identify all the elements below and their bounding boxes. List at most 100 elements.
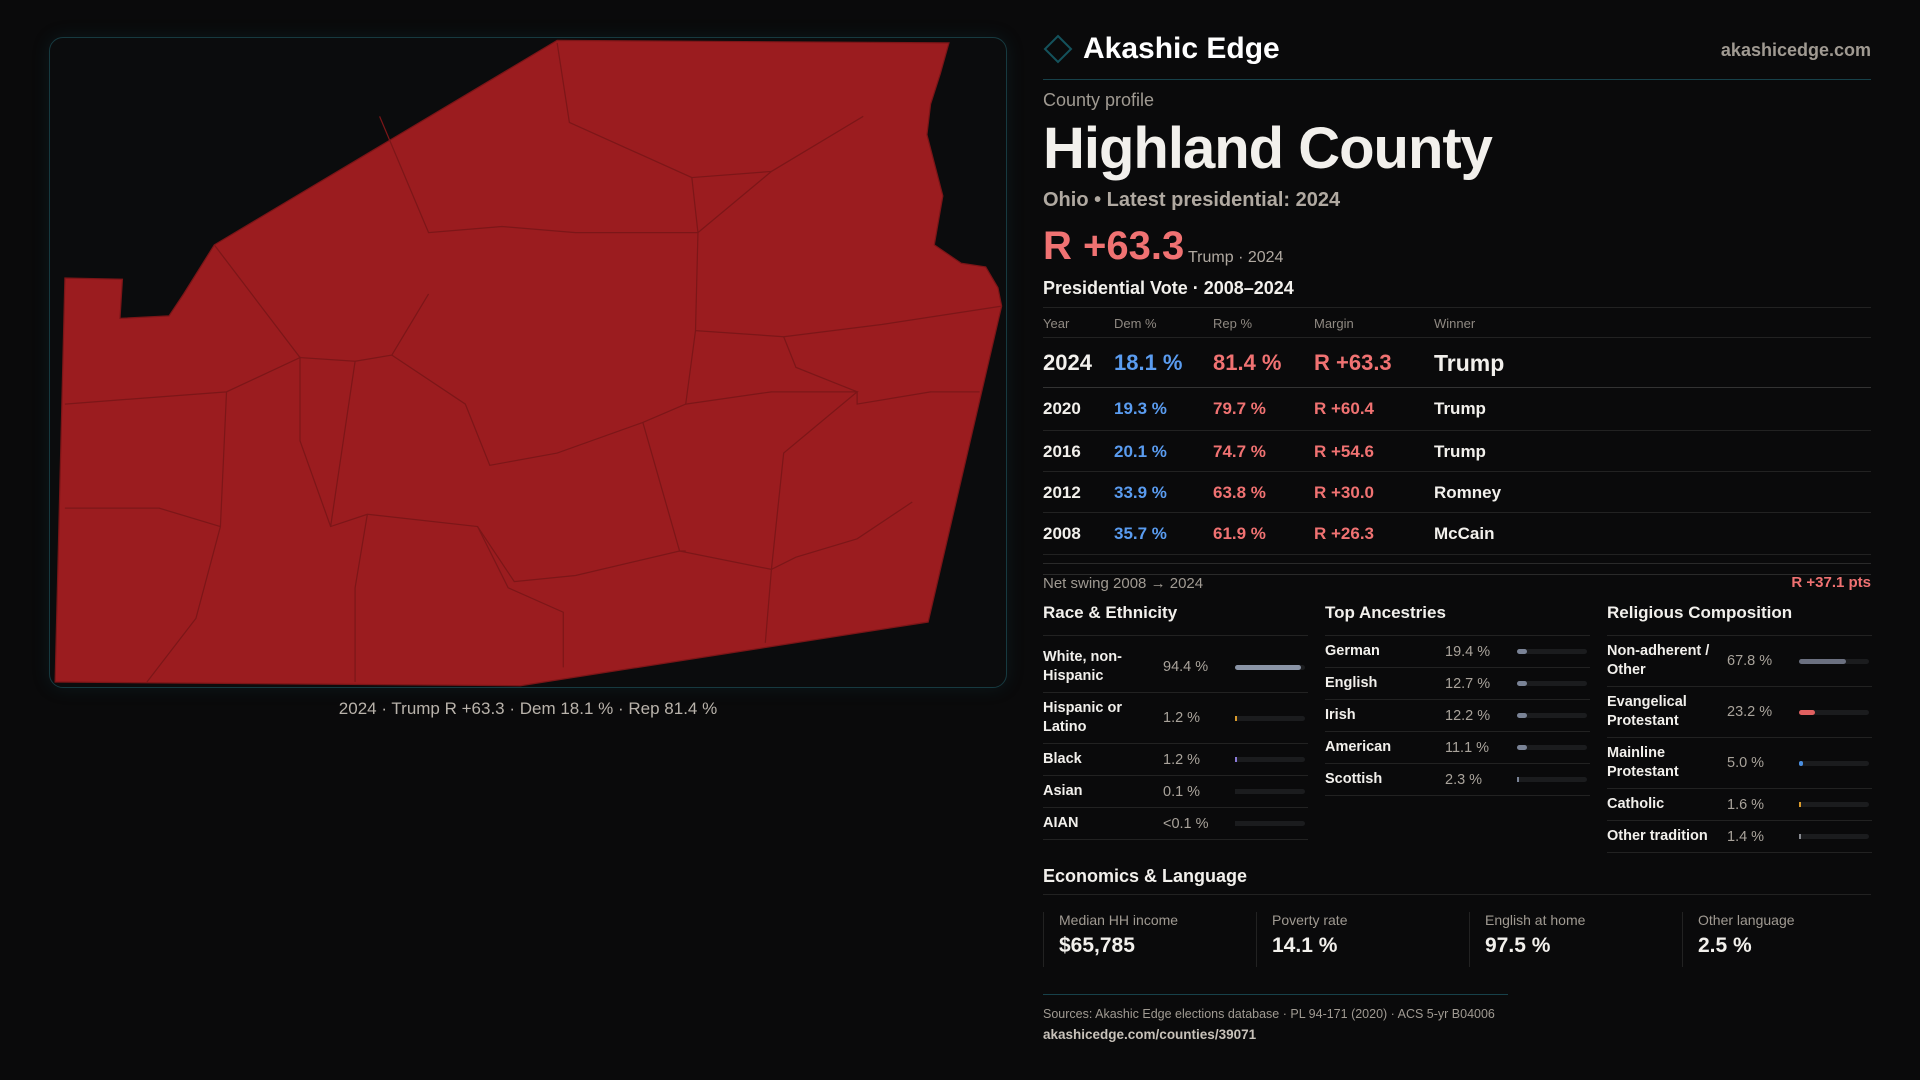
column-header: Dem % xyxy=(1114,316,1157,331)
stat-value: 23.2 % xyxy=(1727,704,1773,720)
year-cell: 2016 xyxy=(1043,442,1081,461)
stat-value: 19.4 % xyxy=(1445,643,1491,660)
margin-cell: R +63.3 xyxy=(1314,350,1392,375)
stat-bar xyxy=(1235,757,1305,762)
stat-bar-fill xyxy=(1517,745,1527,750)
table-row: 2024 18.1 % 81.4 % R +63.3 Trump xyxy=(1043,337,1871,387)
map-caption: 2024 · Trump R +63.3 · Dem 18.1 % · Rep … xyxy=(338,699,718,718)
presidential-vote-table: Year Dem % Rep % Margin Winner 2024 18.1 % 81.4… xyxy=(1043,307,1871,557)
net-swing-label: Net swing 2008 → 2024 xyxy=(1043,574,1871,592)
stat-label: Asian xyxy=(1043,783,1083,799)
dem-cell: 18.1 % xyxy=(1114,350,1183,375)
section-title: Top Ancestries xyxy=(1325,603,1590,636)
stat-value: 94.4 % xyxy=(1163,659,1209,675)
stat-bar-fill xyxy=(1235,789,1237,794)
dem-cell: 33.9 % xyxy=(1114,483,1167,502)
econ-card-label: Median HH income xyxy=(1059,912,1179,928)
stat-label: Non-adherent / Other xyxy=(1607,643,1710,678)
diamond-logo-icon xyxy=(1043,34,1073,64)
stat-value: 12.7 % xyxy=(1445,675,1491,692)
map-panel xyxy=(49,37,1007,688)
year-cell: 2020 xyxy=(1043,399,1081,418)
latest-margin: R +63.3 xyxy=(1043,224,1185,268)
stat-value: 67.8 % xyxy=(1727,653,1773,669)
winner-cell: McCain xyxy=(1434,524,1495,543)
stat-value: 11.1 % xyxy=(1445,739,1490,756)
stat-label: Black xyxy=(1043,751,1082,767)
presidential-vote-title: Presidential Vote · 2008–2024 xyxy=(1043,278,1294,298)
winner-cell: Trump xyxy=(1434,350,1505,376)
stat-bar-fill xyxy=(1517,681,1527,686)
stat-bar xyxy=(1799,760,1869,766)
stat-bar xyxy=(1799,709,1869,715)
year-cell: 2012 xyxy=(1043,483,1081,502)
section-title: Religious Composition xyxy=(1607,603,1872,636)
stat-row: Hispanic or Latino 1.2 % xyxy=(1043,693,1308,744)
economics-divider xyxy=(1043,894,1871,895)
county-url[interactable]: akashicedge.com/counties/39071 xyxy=(1043,1027,1257,1042)
stat-bar xyxy=(1517,777,1587,782)
stat-bar xyxy=(1799,802,1869,807)
stat-bar xyxy=(1235,664,1305,670)
econ-card-label: Other language xyxy=(1698,912,1795,928)
page-title: Highland County xyxy=(1043,116,1493,181)
column-header: Year xyxy=(1043,316,1070,331)
latest-margin-note: Trump · 2024 xyxy=(1188,249,1284,266)
table-row: 2020 19.3 % 79.7 % R +60.4 Trump xyxy=(1043,387,1871,430)
stat-section-0: Race & Ethnicity White, non-Hispanic 94.4 … xyxy=(1043,603,1308,840)
rep-cell: 74.7 % xyxy=(1213,442,1266,461)
margin-cell: R +30.0 xyxy=(1314,483,1375,502)
winner-cell: Trump xyxy=(1434,399,1486,418)
stat-row: White, non-Hispanic 94.4 % xyxy=(1043,642,1308,693)
dem-cell: 35.7 % xyxy=(1114,524,1167,543)
stat-bar xyxy=(1235,821,1305,826)
econ-card-value: 14.1 % xyxy=(1272,934,1338,957)
site-link[interactable]: akashicedge.com xyxy=(1720,40,1871,60)
table-header: Year Dem % Rep % Margin Winner xyxy=(1043,307,1871,337)
column-header: Winner xyxy=(1434,316,1476,331)
stat-value: 0.1 % xyxy=(1163,783,1201,800)
brand[interactable]: Akashic Edge xyxy=(1043,32,1871,66)
stat-label: Catholic xyxy=(1607,796,1665,812)
net-swing-value: R +37.1 pts xyxy=(1791,574,1871,591)
stat-row: American 11.1 % xyxy=(1325,732,1590,764)
stat-label: Irish xyxy=(1325,707,1356,723)
stat-row: Non-adherent / Other 67.8 % xyxy=(1607,636,1872,687)
stat-row: German 19.4 % xyxy=(1325,636,1590,668)
stat-value: 1.2 % xyxy=(1163,751,1201,768)
stat-bar xyxy=(1799,658,1869,664)
stat-bar-fill xyxy=(1235,664,1302,670)
econ-card-value: 97.5 % xyxy=(1485,934,1551,957)
margin-cell: R +60.4 xyxy=(1314,399,1375,418)
column-header: Margin xyxy=(1314,316,1354,331)
page-subtitle: Ohio • Latest presidential: 2024 xyxy=(1043,189,1341,211)
rep-cell: 81.4 % xyxy=(1213,350,1282,375)
stat-bar xyxy=(1517,649,1587,654)
stat-row: English 12.7 % xyxy=(1325,668,1590,700)
econ-card-label: English at home xyxy=(1485,912,1586,928)
stat-row: Black 1.2 % xyxy=(1043,744,1308,776)
rep-cell: 79.7 % xyxy=(1213,399,1266,418)
dem-cell: 19.3 % xyxy=(1114,399,1167,418)
table-bottom-border xyxy=(1043,554,1871,555)
stat-bar xyxy=(1799,834,1869,839)
stat-label: AIAN xyxy=(1043,815,1079,831)
stat-bar-fill xyxy=(1517,777,1519,782)
stat-bar-fill xyxy=(1517,713,1527,718)
stat-bar-fill xyxy=(1235,757,1237,762)
stat-label: English xyxy=(1325,675,1378,691)
table-row: 2012 33.9 % 63.8 % R +30.0 Romney xyxy=(1043,471,1871,512)
stat-label: White, non-Hispanic xyxy=(1043,649,1122,684)
dem-cell: 20.1 % xyxy=(1114,442,1167,461)
header-divider xyxy=(1043,79,1871,80)
econ-card: Median HH income $65,785 xyxy=(1043,912,1255,967)
econ-card-value: $65,785 xyxy=(1059,934,1135,957)
stat-row: AIAN <0.1 % xyxy=(1043,808,1308,840)
sources-text: Sources: Akashic Edge elections database… xyxy=(1043,1007,1495,1021)
stat-value: 12.2 % xyxy=(1445,707,1491,724)
stat-label: Evangelical Protestant xyxy=(1607,694,1687,729)
econ-card: Poverty rate 14.1 % xyxy=(1256,912,1468,967)
stat-value: 5.0 % xyxy=(1727,755,1765,771)
econ-card: English at home 97.5 % xyxy=(1469,912,1681,967)
margin-cell: R +54.6 xyxy=(1314,442,1375,461)
